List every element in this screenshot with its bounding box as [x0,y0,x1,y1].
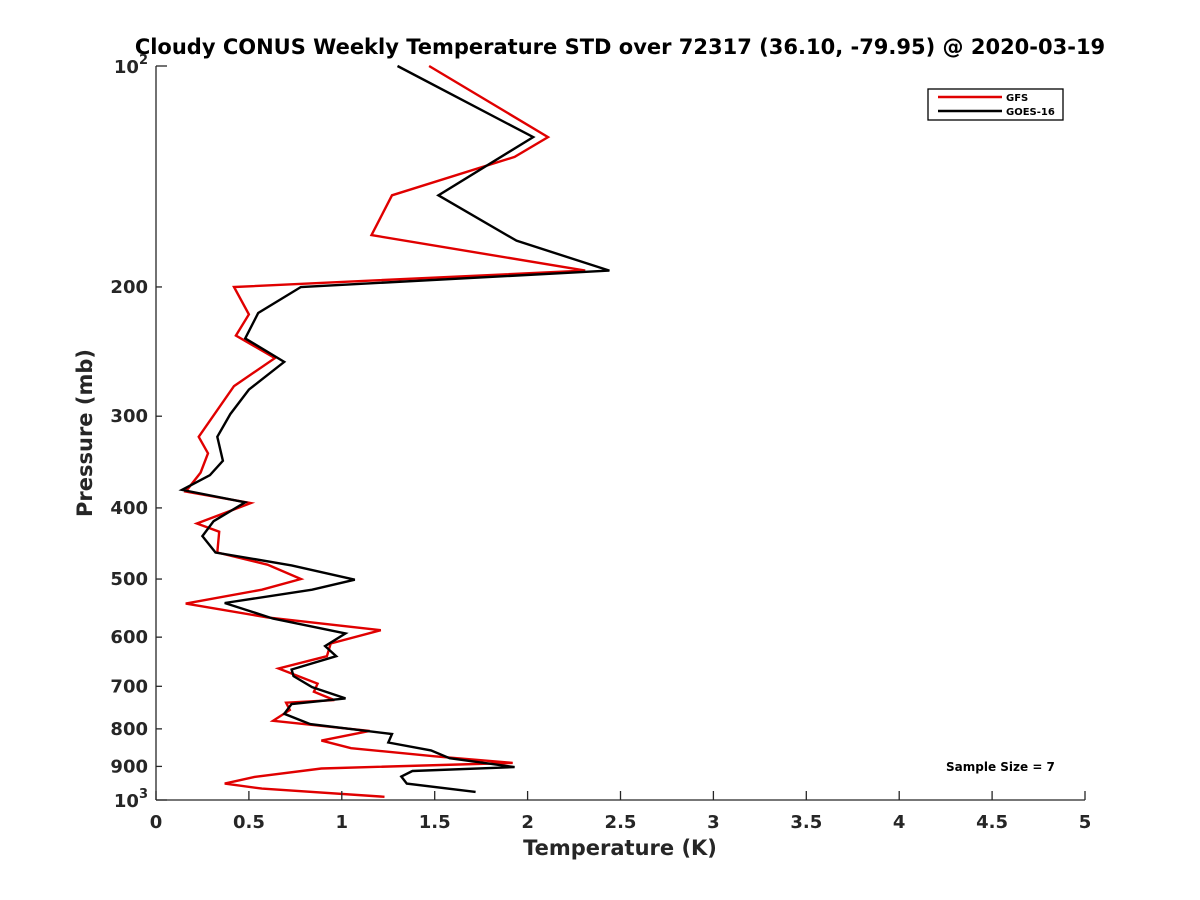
y-tick-label: 400 [110,498,148,519]
x-axis-label: Temperature (K) [523,836,717,860]
legend: GFS GOES-16 [927,88,1064,121]
x-tick-label: 2.5 [605,812,637,833]
y-tick-label: 300 [110,406,148,427]
x-tick-label: 4 [893,812,906,833]
legend-label-gfs: GFS [1006,93,1028,104]
x-tick-label: 4.5 [976,812,1008,833]
y-tick-exponent: 2 [139,53,148,68]
y-tick-label: 200 [110,277,148,298]
y-tick-label: 800 [110,719,148,740]
x-tick-label: 3 [707,812,720,833]
sample-size-annotation: Sample Size = 7 [946,760,1055,774]
y-tick-label: 103 [114,787,148,812]
y-tick-base: 10 [114,57,139,78]
y-tick-label: 900 [110,756,148,777]
x-tick-label: 3.5 [790,812,822,833]
legend-label-goes16: GOES-16 [1006,107,1055,118]
series-line-gfs [183,64,586,798]
x-tick-label: 0 [150,812,163,833]
legend-box [927,88,1064,121]
series-line-goes16 [178,64,610,794]
series-layer [178,64,610,798]
y-tick-label: 102 [114,53,148,78]
x-tick-label: 5 [1079,812,1092,833]
y-tick-exponent: 3 [139,787,148,802]
chart-title: Cloudy CONUS Weekly Temperature STD over… [135,35,1105,59]
x-tick-label: 0.5 [233,812,265,833]
x-ticks: 0 0.5 1 1.5 2 2.5 3 3.5 4 4.5 5 [150,791,1092,833]
y-tick-label: 700 [110,676,148,697]
y-tick-label: 500 [110,569,148,590]
y-axis-label: Pressure (mb) [73,349,97,517]
y-tick-label: 600 [110,627,148,648]
y-tick-base: 10 [114,791,139,812]
x-tick-label: 1.5 [419,812,451,833]
x-tick-label: 2 [521,812,534,833]
x-tick-label: 1 [336,812,349,833]
